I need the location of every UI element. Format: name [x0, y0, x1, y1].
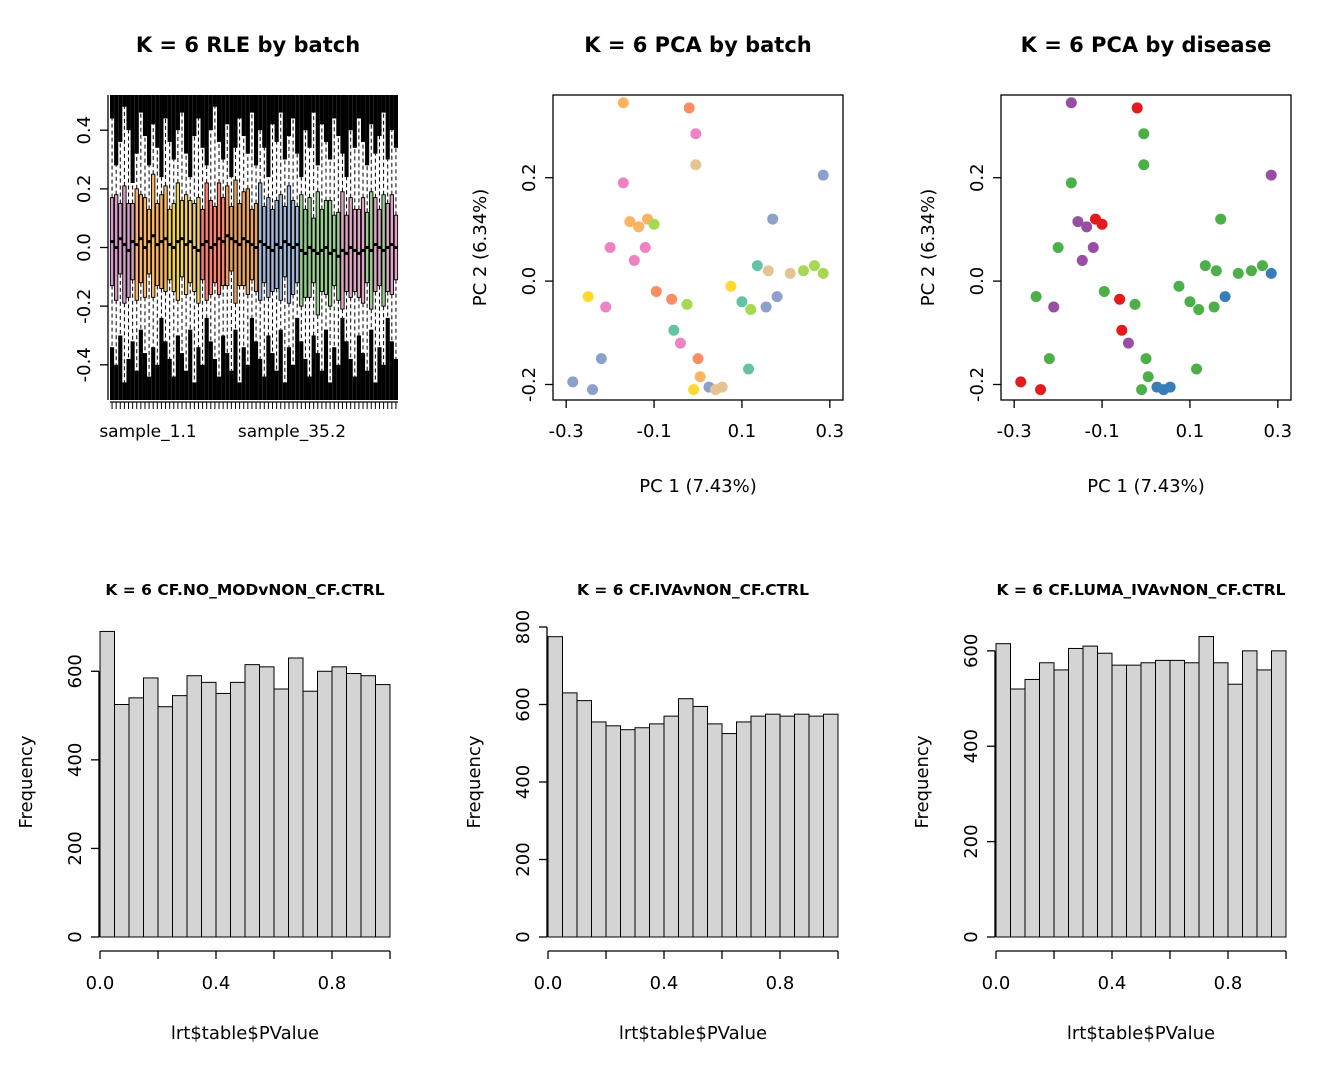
hist3-svg: K = 6 CF.LUMA_IVAvNON_CF.CTRL02004006000… — [912, 581, 1287, 1044]
axes: 0 200 400 600 0.0 0.4 0.8 — [65, 654, 391, 994]
svg-text:600: 600 — [513, 687, 534, 721]
svg-text:-0.1: -0.1 — [636, 421, 671, 442]
svg-text:-0.4: -0.4 — [74, 347, 95, 382]
svg-text:sample_35.2: sample_35.2 — [238, 422, 346, 442]
svg-text:0.0: 0.0 — [519, 267, 540, 296]
hist-bars — [547, 636, 839, 938]
svg-text:K = 6 CF.LUMA_IVAvNON_CF.CTRL: K = 6 CF.LUMA_IVAvNON_CF.CTRL — [996, 581, 1285, 599]
svg-text:0.4: 0.4 — [74, 116, 95, 145]
svg-text:Frequency: Frequency — [912, 735, 933, 828]
panel-hist-no-mod: K = 6 CF.NO_MODvNON_CF.CTRL 0 200 400 600 0.0… — [0, 537, 448, 1075]
svg-text:K = 6 PCA by batch: K = 6 PCA by batch — [584, 33, 811, 57]
svg-text:PC 2 (6.34%): PC 2 (6.34%) — [918, 189, 939, 307]
rle-svg: K = 6 RLE by batch -0.4 -0.2 0.0 0.2 0.4 sampl… — [74, 33, 399, 442]
svg-text:0.8: 0.8 — [1214, 973, 1243, 994]
svg-text:0.1: 0.1 — [1176, 421, 1205, 442]
svg-text:-0.3: -0.3 — [997, 421, 1032, 442]
boxes — [109, 173, 399, 316]
svg-text:800: 800 — [513, 610, 534, 644]
scatter-points — [1015, 97, 1277, 396]
svg-text:0: 0 — [513, 931, 534, 942]
svg-text:200: 200 — [961, 824, 982, 858]
svg-text:-0.2: -0.2 — [967, 367, 988, 402]
svg-text:0.4: 0.4 — [650, 973, 679, 994]
hist2-svg: K = 6 CF.IVAvNON_CF.CTRL 0 200 400 600 800 0.0… — [464, 581, 839, 1044]
svg-text:sample_1.1: sample_1.1 — [99, 422, 196, 442]
panel-pca-by-disease: K = 6 PCA by disease -0.3 -0.1 0.1 0.3 -0.2 0.… — [896, 0, 1344, 537]
svg-text:0: 0 — [961, 931, 982, 942]
panel-rle-boxplot: K = 6 RLE by batch -0.4 -0.2 0.0 0.2 0.4 sampl… — [0, 0, 448, 537]
axes: -0.3 -0.1 0.1 0.3 -0.2 0.0 0.2 — [967, 94, 1292, 442]
svg-text:0.2: 0.2 — [74, 175, 95, 204]
axes: -0.4 -0.2 0.0 0.2 0.4 — [74, 95, 398, 409]
panel-hist-luma-iva: K = 6 CF.LUMA_IVAvNON_CF.CTRL 0 200 400 600 0… — [896, 537, 1344, 1075]
svg-text:0.0: 0.0 — [86, 973, 115, 994]
pca_batch-svg: K = 6 PCA by batch -0.3 -0.1 0.1 0.3 -0.2 0.0 0… — [470, 33, 844, 497]
axes: 0 200 400 600 0.0 0.4 0.8 — [961, 634, 1287, 994]
svg-text:Frequency: Frequency — [464, 735, 485, 828]
panel-pca-by-batch: K = 6 PCA by batch -0.3 -0.1 0.1 0.3 -0.2 0.0 0… — [448, 0, 896, 537]
scatter-points — [567, 97, 829, 396]
hist-bars — [995, 636, 1287, 938]
svg-text:0.1: 0.1 — [728, 421, 757, 442]
svg-text:0.0: 0.0 — [982, 973, 1011, 994]
svg-text:0.0: 0.0 — [74, 233, 95, 262]
svg-text:200: 200 — [513, 842, 534, 876]
svg-text:400: 400 — [513, 765, 534, 799]
svg-text:-0.3: -0.3 — [549, 421, 584, 442]
svg-text:0.2: 0.2 — [519, 163, 540, 192]
svg-text:0.8: 0.8 — [318, 973, 347, 994]
svg-text:0: 0 — [65, 931, 86, 942]
svg-text:0.4: 0.4 — [1098, 973, 1127, 994]
svg-text:PC 1 (7.43%): PC 1 (7.43%) — [639, 476, 757, 497]
svg-text:-0.2: -0.2 — [519, 367, 540, 402]
hist1-svg: K = 6 CF.NO_MODvNON_CF.CTRL 0 200 400 600 0.0… — [16, 581, 391, 1044]
svg-text:600: 600 — [65, 654, 86, 688]
svg-text:0.3: 0.3 — [815, 421, 844, 442]
svg-text:0.2: 0.2 — [967, 163, 988, 192]
svg-text:200: 200 — [65, 831, 86, 865]
svg-text:400: 400 — [961, 729, 982, 763]
svg-text:K = 6 RLE by batch: K = 6 RLE by batch — [136, 33, 360, 57]
svg-text:0.3: 0.3 — [1263, 421, 1292, 442]
svg-text:K = 6 CF.IVAvNON_CF.CTRL: K = 6 CF.IVAvNON_CF.CTRL — [577, 581, 809, 599]
pca_disease-svg: K = 6 PCA by disease -0.3 -0.1 0.1 0.3 -0.2 0.… — [918, 33, 1292, 497]
whiskers — [111, 106, 397, 383]
svg-text:lrt$table$PValue: lrt$table$PValue — [1067, 1023, 1215, 1044]
svg-text:PC 2 (6.34%): PC 2 (6.34%) — [470, 189, 491, 307]
svg-text:-0.2: -0.2 — [74, 289, 95, 324]
svg-text:lrt$table$PValue: lrt$table$PValue — [171, 1023, 319, 1044]
outlier-silhouettes — [110, 95, 398, 400]
axes: 0 200 400 600 800 0.0 0.4 0.8 — [513, 610, 839, 994]
svg-text:K = 6 CF.NO_MODvNON_CF.CTRL: K = 6 CF.NO_MODvNON_CF.CTRL — [105, 581, 384, 599]
svg-text:-0.1: -0.1 — [1084, 421, 1119, 442]
svg-text:0.0: 0.0 — [534, 973, 563, 994]
svg-text:600: 600 — [961, 634, 982, 668]
panel-hist-iva: K = 6 CF.IVAvNON_CF.CTRL 0 200 400 600 800 0.0… — [448, 537, 896, 1075]
svg-text:Frequency: Frequency — [16, 735, 37, 828]
svg-text:lrt$table$PValue: lrt$table$PValue — [619, 1023, 767, 1044]
svg-text:400: 400 — [65, 743, 86, 777]
svg-text:PC 1 (7.43%): PC 1 (7.43%) — [1087, 476, 1205, 497]
svg-text:0.4: 0.4 — [202, 973, 231, 994]
svg-text:K = 6 PCA by disease: K = 6 PCA by disease — [1021, 33, 1272, 57]
hist-bars — [99, 630, 391, 938]
axes: -0.3 -0.1 0.1 0.3 -0.2 0.0 0.2 — [519, 94, 844, 442]
svg-text:0.8: 0.8 — [766, 973, 795, 994]
svg-text:0.0: 0.0 — [967, 267, 988, 296]
